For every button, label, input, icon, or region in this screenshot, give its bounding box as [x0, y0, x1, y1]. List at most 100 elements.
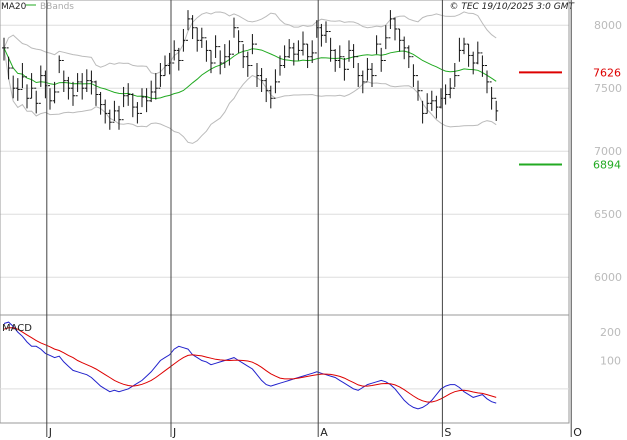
- x-tick-label: J: [48, 426, 52, 439]
- price-bar: [319, 23, 324, 47]
- price-bar: [190, 15, 195, 40]
- price-bar: [255, 43, 259, 87]
- price-bar: [360, 70, 365, 94]
- y-tick-label: 7000: [594, 145, 622, 158]
- price-bar: [103, 99, 108, 124]
- price-bar: [365, 57, 370, 83]
- price-bar: [80, 73, 85, 100]
- legend-ma20: MA20: [1, 2, 27, 12]
- x-tick-label: O: [573, 426, 582, 439]
- price-bar: [209, 49, 213, 74]
- price-bar: [448, 78, 453, 99]
- price-bar: [144, 88, 149, 113]
- price-bar: [397, 28, 402, 52]
- price-bar: [236, 27, 241, 53]
- macd-lines: [3, 321, 497, 410]
- price-bar: [291, 42, 296, 66]
- price-bar: [452, 63, 457, 89]
- bband-upper: [3, 11, 497, 75]
- price-bar: [48, 85, 52, 110]
- price-bar: [176, 47, 181, 71]
- price-bar: [466, 43, 471, 67]
- price-bar: [287, 39, 292, 58]
- price-bar: [71, 81, 75, 106]
- price-bar: [2, 37, 6, 61]
- price-bar: [153, 73, 158, 100]
- price-bar: [6, 47, 11, 80]
- price-bar: [181, 28, 186, 61]
- main-panel-grid: [0, 24, 569, 278]
- price-bar: [268, 85, 273, 109]
- level-label: 6894: [593, 159, 621, 172]
- price-bar: [227, 40, 232, 66]
- price-bar: [489, 81, 494, 110]
- price-bar: [222, 44, 227, 69]
- bband-lower: [3, 47, 497, 144]
- signal-line: [3, 327, 497, 403]
- price-bar: [475, 41, 480, 65]
- price-bar: [29, 73, 34, 99]
- price-bar: [135, 102, 140, 124]
- price-bar: [218, 46, 223, 75]
- price-bar: [301, 31, 305, 56]
- price-bar: [75, 73, 80, 97]
- price-bar: [250, 34, 255, 67]
- price-bar: [296, 40, 301, 61]
- x-tick-label: J: [172, 426, 176, 439]
- price-bar: [462, 37, 466, 55]
- price-bar: [278, 55, 282, 83]
- price-bar: [61, 59, 66, 92]
- price-bar: [273, 69, 278, 99]
- level-label: 7626: [593, 66, 621, 79]
- price-bar: [259, 68, 264, 92]
- price-bar: [434, 95, 439, 119]
- price-bar: [130, 93, 135, 118]
- price-bar: [149, 80, 154, 103]
- macd-y-tick-label: 100: [600, 354, 621, 367]
- price-bar: [158, 63, 163, 89]
- price-bar: [402, 36, 407, 60]
- price-bar: [245, 51, 250, 77]
- main-y-ticks: 8000 7500 7000 6500 6000: [594, 19, 622, 284]
- price-bar: [94, 80, 98, 106]
- price-bar: [388, 10, 393, 39]
- price-bar: [356, 56, 361, 87]
- price-bar: [429, 90, 434, 111]
- price-bar: [163, 55, 167, 77]
- price-bar: [98, 91, 103, 115]
- price-bar: [337, 45, 342, 69]
- price-bar: [480, 52, 485, 77]
- price-bar: [25, 76, 29, 109]
- y-tick-label: 6000: [594, 271, 622, 284]
- price-bar: [264, 78, 269, 103]
- price-levels: 7626 6894: [519, 66, 621, 172]
- price-bar: [172, 40, 177, 64]
- macd-y-ticks: 200 100: [600, 326, 621, 367]
- y-tick-label: 7500: [594, 82, 622, 95]
- price-bar: [324, 21, 328, 43]
- price-bar: [305, 43, 310, 69]
- macd-line: [3, 321, 497, 410]
- price-bar: [494, 97, 499, 121]
- macd-title: MACD: [2, 323, 32, 334]
- price-bar: [126, 83, 131, 106]
- price-bar: [84, 69, 89, 92]
- price-bar: [121, 86, 126, 121]
- price-bar: [52, 81, 57, 104]
- bollinger-bands: [3, 11, 497, 144]
- macd-panel-frame: [0, 314, 570, 424]
- price-bars: [2, 10, 499, 130]
- price-bar: [457, 37, 462, 77]
- price-bar: [34, 87, 39, 114]
- x-tick-label: A: [320, 426, 328, 439]
- price-bar: [241, 41, 246, 69]
- macd-y-tick-label: 200: [600, 326, 621, 339]
- price-bar: [347, 40, 351, 70]
- price-bar: [20, 63, 25, 90]
- legend-bbands: BBands: [40, 2, 74, 12]
- price-bar: [11, 67, 16, 99]
- price-bar: [406, 45, 411, 69]
- price-bar: [213, 35, 218, 64]
- price-bar: [186, 10, 190, 41]
